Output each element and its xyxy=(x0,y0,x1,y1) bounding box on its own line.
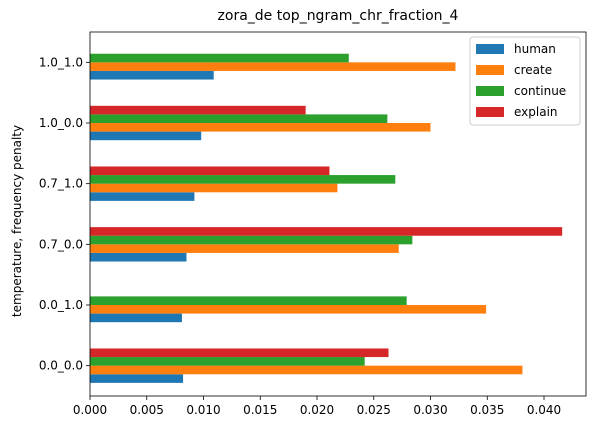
bar-human-0.0_0.0 xyxy=(90,374,183,383)
legend-label-continue: continue xyxy=(514,84,566,98)
bar-create-0.0_1.0 xyxy=(90,305,486,314)
y-tick-label: 1.0_0.0 xyxy=(39,116,83,130)
bar-human-0.7_1.0 xyxy=(90,192,194,201)
y-tick-label: 1.0_1.0 xyxy=(39,55,83,69)
x-tick-label: 0.035 xyxy=(470,403,504,417)
bar-human-0.7_0.0 xyxy=(90,253,186,262)
x-tick-label: 0.005 xyxy=(130,403,164,417)
bar-create-0.7_1.0 xyxy=(90,184,337,193)
y-tick-label: 0.0_1.0 xyxy=(39,298,83,312)
bar-explain-0.0_0.0 xyxy=(90,348,389,357)
chart-title: zora_de top_ngram_chr_fraction_4 xyxy=(218,8,459,24)
y-tick-label: 0.7_1.0 xyxy=(39,177,83,191)
y-tick-label: 0.0_0.0 xyxy=(39,359,83,373)
legend-label-human: human xyxy=(514,42,556,56)
bar-continue-1.0_1.0 xyxy=(90,54,349,63)
bar-human-1.0_0.0 xyxy=(90,132,201,141)
x-tick-label: 0.010 xyxy=(186,403,220,417)
y-ticks: 0.0_0.0 0.0_1.0 0.7_0.0 0.7_1.0 1.0_0.0 1.0_1… xyxy=(39,55,90,372)
x-tick-label: 0.020 xyxy=(300,403,334,417)
legend-swatch-continue xyxy=(476,86,504,96)
bar-continue-0.7_0.0 xyxy=(90,236,412,245)
x-tick-label: 0.025 xyxy=(357,403,391,417)
legend-swatch-create xyxy=(476,65,504,75)
bar-continue-1.0_0.0 xyxy=(90,114,387,123)
bar-create-1.0_0.0 xyxy=(90,123,431,132)
bar-explain-0.7_1.0 xyxy=(90,166,329,175)
bar-continue-0.0_1.0 xyxy=(90,296,407,305)
y-tick-label: 0.7_0.0 xyxy=(39,237,83,251)
legend-swatch-human xyxy=(476,44,504,54)
bar-human-1.0_1.0 xyxy=(90,71,214,80)
legend-label-explain: explain xyxy=(514,105,558,119)
legend-swatch-explain xyxy=(476,107,504,117)
x-ticks: 0.000 0.005 0.010 0.015 0.020 0.025 0.030 0.035… xyxy=(73,396,561,417)
bar-continue-0.0_0.0 xyxy=(90,357,365,366)
x-tick-label: 0.040 xyxy=(527,403,561,417)
bar-human-0.0_1.0 xyxy=(90,314,182,323)
bar-explain-0.7_0.0 xyxy=(90,227,562,236)
bar-create-0.7_0.0 xyxy=(90,244,399,253)
legend-label-create: create xyxy=(514,63,552,77)
bar-create-1.0_1.0 xyxy=(90,62,455,71)
x-tick-label: 0.000 xyxy=(73,403,107,417)
bar-create-0.0_0.0 xyxy=(90,366,522,375)
y-axis-label: temperature, frequency penalty xyxy=(10,125,24,317)
x-tick-label: 0.030 xyxy=(413,403,447,417)
bar-continue-0.7_1.0 xyxy=(90,175,395,184)
x-tick-label: 0.015 xyxy=(243,403,277,417)
bar-explain-1.0_0.0 xyxy=(90,106,306,115)
legend: human create continue explain xyxy=(470,37,580,125)
